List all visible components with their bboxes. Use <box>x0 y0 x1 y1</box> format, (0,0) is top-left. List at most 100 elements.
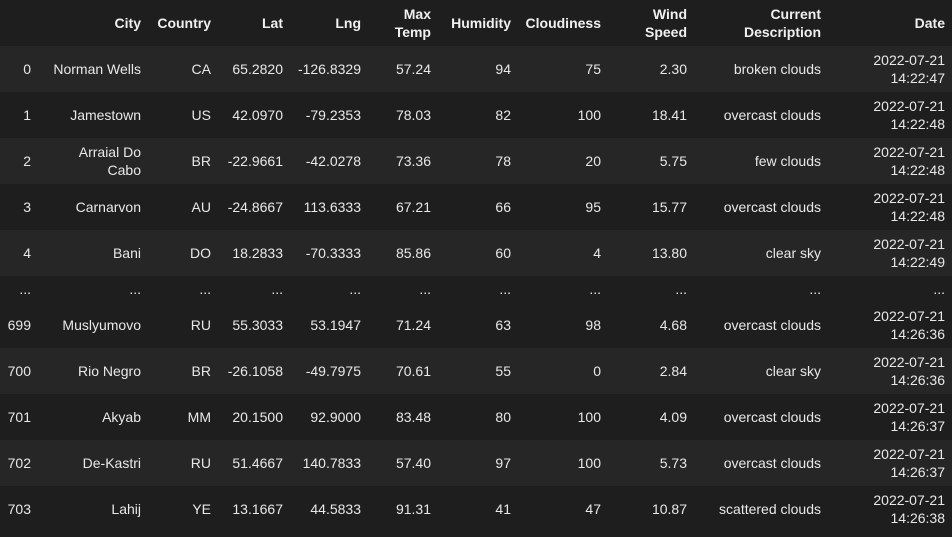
cell-current-description: overcast clouds <box>694 302 828 348</box>
cell-city: Muslyumovo <box>38 302 148 348</box>
cell-lng: 92.9000 <box>290 394 368 440</box>
cell-country: RU <box>148 440 218 486</box>
cell-country: DO <box>148 230 218 276</box>
header-lng: Lng <box>290 0 368 46</box>
cell-date: 2022-07-21 14:26:36 <box>828 302 952 348</box>
table-header: City Country Lat Lng Max Temp Humidity C… <box>0 0 952 46</box>
cell-city: Arraial Do Cabo <box>38 138 148 184</box>
cell-current-description: clear sky <box>694 348 828 394</box>
cell-index: 3 <box>0 184 38 230</box>
cell-index: 0 <box>0 46 38 92</box>
cell-lng: -49.7975 <box>290 348 368 394</box>
cell-lat: ... <box>218 276 290 302</box>
cell-date: 2022-07-21 14:22:49 <box>828 230 952 276</box>
cell-cloudiness: ... <box>518 276 608 302</box>
cell-humidity: 63 <box>438 302 518 348</box>
cell-current-description: ... <box>694 276 828 302</box>
cell-cloudiness: 0 <box>518 348 608 394</box>
cell-wind-speed: 5.75 <box>608 138 694 184</box>
cell-max-temp: 91.31 <box>368 486 438 532</box>
cell-lat: 51.4667 <box>218 440 290 486</box>
cell-wind-speed: 13.80 <box>608 230 694 276</box>
cell-current-description: overcast clouds <box>694 92 828 138</box>
cell-date: 2022-07-21 14:22:48 <box>828 138 952 184</box>
header-cloudiness: Cloudiness <box>518 0 608 46</box>
cell-max-temp: 83.48 <box>368 394 438 440</box>
cell-lat: 42.0970 <box>218 92 290 138</box>
table-row: 700 Rio Negro BR -26.1058 -49.7975 70.61 55 0 2.… <box>0 348 952 394</box>
table-row: 0 Norman Wells CA 65.2820 -126.8329 57.24 94 75… <box>0 46 952 92</box>
cell-city: ... <box>38 276 148 302</box>
cell-max-temp: 57.40 <box>368 440 438 486</box>
cell-max-temp: 71.24 <box>368 302 438 348</box>
table-row: 703 Lahij YE 13.1667 44.5833 91.31 41 47 10.87 sc… <box>0 486 952 532</box>
cell-max-temp: 67.21 <box>368 184 438 230</box>
cell-lat: 18.2833 <box>218 230 290 276</box>
table-row: 699 Muslyumovo RU 55.3033 53.1947 71.24 63 98 4.… <box>0 302 952 348</box>
cell-max-temp: 57.24 <box>368 46 438 92</box>
cell-max-temp: 70.61 <box>368 348 438 394</box>
cell-country: CA <box>148 46 218 92</box>
cell-lng: 113.6333 <box>290 184 368 230</box>
cell-wind-speed: 2.30 <box>608 46 694 92</box>
header-country: Country <box>148 0 218 46</box>
cell-lat: 55.3033 <box>218 302 290 348</box>
cell-city: De-Kastri <box>38 440 148 486</box>
header-humidity: Humidity <box>438 0 518 46</box>
table-row: 4 Bani DO 18.2833 -70.3333 85.86 60 4 13.80 clear… <box>0 230 952 276</box>
ellipsis-row: ................................. <box>0 276 952 302</box>
cell-lng: 44.5833 <box>290 486 368 532</box>
header-index <box>0 0 38 46</box>
cell-current-description: few clouds <box>694 138 828 184</box>
cell-lat: 20.1500 <box>218 394 290 440</box>
cell-country: AU <box>148 184 218 230</box>
cell-lng: -70.3333 <box>290 230 368 276</box>
cell-city: Lahij <box>38 486 148 532</box>
cell-cloudiness: 100 <box>518 92 608 138</box>
cell-date: ... <box>828 276 952 302</box>
header-max-temp: Max Temp <box>368 0 438 46</box>
cell-date: 2022-07-21 14:26:37 <box>828 440 952 486</box>
cell-country: MM <box>148 394 218 440</box>
cell-cloudiness: 4 <box>518 230 608 276</box>
cell-cloudiness: 100 <box>518 440 608 486</box>
cell-date: 2022-07-21 14:26:38 <box>828 486 952 532</box>
cell-cloudiness: 47 <box>518 486 608 532</box>
cell-cloudiness: 95 <box>518 184 608 230</box>
cell-lng: -79.2353 <box>290 92 368 138</box>
cell-humidity: 55 <box>438 348 518 394</box>
cell-current-description: clear sky <box>694 230 828 276</box>
cell-index: 1 <box>0 92 38 138</box>
header-city: City <box>38 0 148 46</box>
header-current-description: Current Description <box>694 0 828 46</box>
cell-humidity: 60 <box>438 230 518 276</box>
cell-country: BR <box>148 138 218 184</box>
table-body: 0 Norman Wells CA 65.2820 -126.8329 57.24 94 75… <box>0 46 952 532</box>
cell-wind-speed: 18.41 <box>608 92 694 138</box>
cell-humidity: 80 <box>438 394 518 440</box>
table-row: 701 Akyab MM 20.1500 92.9000 83.48 80 100 4.09 ov… <box>0 394 952 440</box>
cell-date: 2022-07-21 14:26:37 <box>828 394 952 440</box>
cell-wind-speed: 10.87 <box>608 486 694 532</box>
cell-country: RU <box>148 302 218 348</box>
cell-index: 702 <box>0 440 38 486</box>
cell-index: 699 <box>0 302 38 348</box>
table-row: 702 De-Kastri RU 51.4667 140.7833 57.40 97 100 5… <box>0 440 952 486</box>
cell-cloudiness: 75 <box>518 46 608 92</box>
cell-date: 2022-07-21 14:26:36 <box>828 348 952 394</box>
header-lat: Lat <box>218 0 290 46</box>
cell-wind-speed: 4.09 <box>608 394 694 440</box>
table-row: 3 Carnarvon AU -24.8667 113.6333 67.21 66 95 15.… <box>0 184 952 230</box>
cell-date: 2022-07-21 14:22:48 <box>828 92 952 138</box>
cell-current-description: scattered clouds <box>694 486 828 532</box>
cell-city: Bani <box>38 230 148 276</box>
cell-country: BR <box>148 348 218 394</box>
cell-index: ... <box>0 276 38 302</box>
cell-index: 700 <box>0 348 38 394</box>
cell-max-temp: 73.36 <box>368 138 438 184</box>
cell-index: 2 <box>0 138 38 184</box>
cell-city: Rio Negro <box>38 348 148 394</box>
cell-lat: -24.8667 <box>218 184 290 230</box>
cell-date: 2022-07-21 14:22:47 <box>828 46 952 92</box>
